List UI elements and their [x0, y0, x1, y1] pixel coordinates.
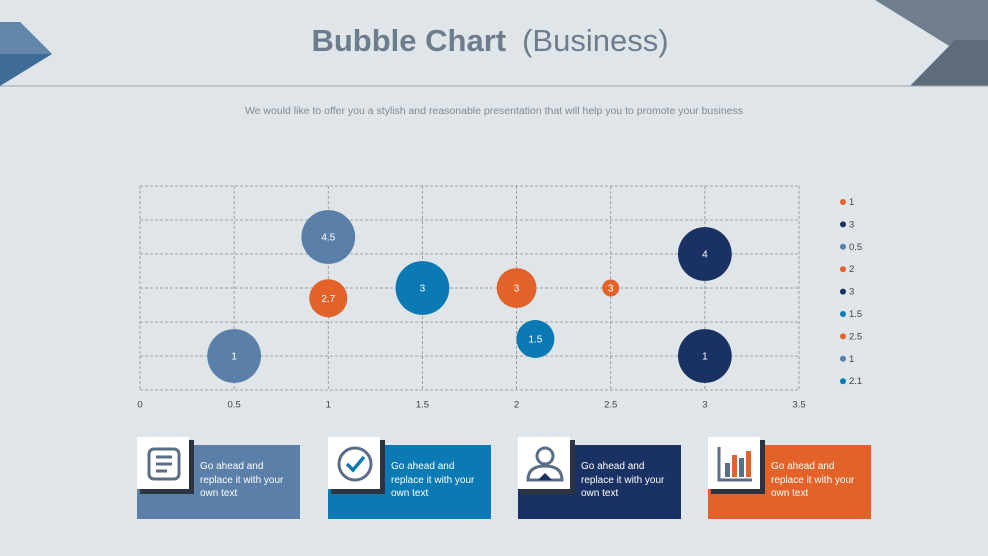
card-text: Go ahead and replace it with your own te…: [200, 461, 284, 499]
legend-label: 3: [849, 219, 854, 230]
legend-swatch: [840, 378, 846, 385]
icon: [717, 447, 752, 482]
legend-label: 1: [849, 197, 854, 208]
title-note: (Business): [522, 23, 668, 58]
icon: [337, 446, 373, 482]
legend-label: 1: [849, 354, 854, 365]
bubble: [395, 261, 450, 315]
card-icon: [518, 437, 575, 494]
icon: [535, 446, 555, 466]
title-main: Bubble Chart: [311, 23, 506, 58]
data-label: 3: [514, 284, 520, 295]
icon: [538, 473, 552, 480]
x-tick-label: 0: [137, 400, 142, 411]
bubble: [496, 268, 537, 308]
bubble: [207, 329, 262, 383]
icon: [725, 463, 730, 477]
legend-swatch: [840, 243, 846, 250]
icon: [345, 455, 366, 473]
x-tick-label: 1: [326, 400, 331, 411]
icon: [732, 455, 737, 477]
bubble: [677, 227, 732, 281]
data-label: 2.7: [321, 294, 335, 305]
icon: [739, 458, 744, 477]
legend-swatch: [840, 288, 846, 295]
legend-swatch: [840, 266, 846, 273]
legend-swatch: [840, 311, 846, 317]
x-tick-label: 2.5: [604, 400, 617, 411]
x-tick-label: 1.5: [416, 400, 429, 411]
card-icon: [137, 437, 194, 494]
card-icon: [328, 437, 385, 494]
data-label: 1.5: [528, 335, 542, 346]
bubble: [602, 279, 620, 297]
bubble: [301, 210, 356, 264]
card-icon: [708, 437, 765, 494]
data-label: 4: [702, 250, 708, 261]
chart-title: Bubble Chart (Business): [311, 23, 668, 58]
bubble: [677, 329, 732, 383]
bubble: [309, 279, 348, 318]
data-label: 4.5: [321, 233, 335, 244]
card-text: Go ahead and replace it with your own te…: [771, 461, 855, 499]
data-label: 3: [608, 284, 614, 295]
legend-swatch: [840, 221, 846, 228]
icon: [147, 447, 181, 481]
legend-swatch: [840, 355, 846, 362]
x-tick-label: 0.5: [228, 400, 241, 411]
legend-label: 2: [849, 264, 854, 275]
icon: [526, 464, 564, 482]
legend-swatch: [840, 333, 846, 340]
subtitle: We would like to offer you a stylish and…: [245, 105, 743, 117]
data-label: 1: [702, 352, 708, 363]
legend-label: 2.1: [849, 376, 862, 387]
x-tick-label: 3.5: [792, 400, 805, 411]
legend-swatch: [840, 199, 846, 205]
corner-decoration: [910, 40, 988, 86]
legend-label: 3: [849, 287, 854, 298]
legend-label: 2.5: [849, 331, 862, 342]
data-label: 1: [231, 352, 237, 363]
legend-label: 1.5: [849, 309, 862, 320]
corner-decoration: [0, 22, 52, 54]
icon: [746, 451, 751, 477]
card-text: Go ahead and replace it with your own te…: [391, 461, 475, 499]
legend-label: 0.5: [849, 242, 862, 253]
data-label: 3: [420, 284, 426, 295]
x-tick-label: 3: [702, 400, 707, 411]
bubble: [516, 319, 555, 359]
card-text: Go ahead and replace it with your own te…: [581, 461, 665, 499]
x-tick-label: 2: [514, 400, 519, 411]
